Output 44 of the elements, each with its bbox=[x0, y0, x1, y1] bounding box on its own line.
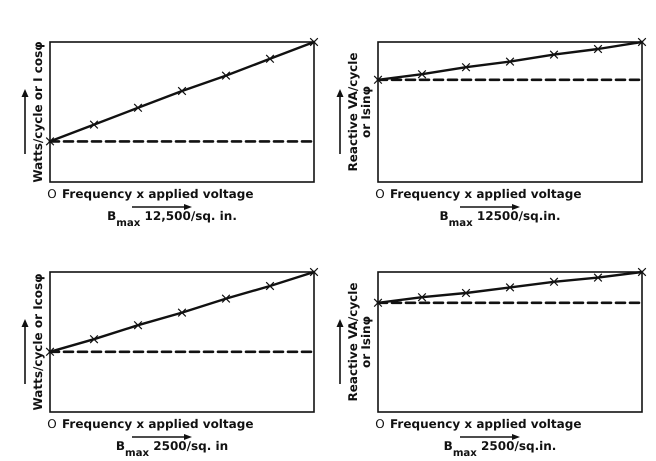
text: O bbox=[375, 187, 385, 201]
point bbox=[638, 38, 646, 46]
text: B$_{max}$ 12500/sq.in. bbox=[439, 209, 561, 228]
point bbox=[90, 334, 98, 344]
x-axis-title: Frequency x applied voltage bbox=[390, 187, 582, 201]
point bbox=[374, 75, 382, 84]
text: O bbox=[375, 417, 385, 431]
x-axis-title: Frequency x applied voltage bbox=[390, 417, 582, 431]
point bbox=[462, 62, 470, 72]
y-axis-title: Watts/cycle or Icosφ bbox=[31, 273, 45, 411]
point bbox=[310, 38, 318, 46]
point bbox=[266, 282, 274, 290]
text: B$_{max}$ 2500/sq. in bbox=[116, 439, 228, 458]
point bbox=[134, 320, 142, 330]
point bbox=[222, 71, 230, 80]
text: B$_{max}$ 2500/sq.in. bbox=[444, 439, 556, 458]
point bbox=[462, 288, 470, 298]
point bbox=[418, 292, 426, 302]
point bbox=[638, 268, 646, 276]
y-axis-title: Reactive VA/cycle or Isinφ bbox=[346, 52, 373, 172]
text: O bbox=[47, 417, 57, 431]
point bbox=[374, 298, 382, 308]
point bbox=[134, 103, 142, 112]
point bbox=[506, 57, 514, 66]
point bbox=[46, 136, 54, 146]
point bbox=[178, 308, 186, 318]
point bbox=[310, 268, 318, 276]
point bbox=[594, 273, 602, 282]
point bbox=[418, 70, 426, 79]
text: O bbox=[47, 187, 57, 201]
text: B$_{max}$ 12,500/sq. in. bbox=[107, 209, 237, 228]
x-axis-title: Frequency x applied voltage bbox=[62, 417, 254, 431]
point bbox=[594, 44, 602, 54]
point bbox=[550, 50, 558, 60]
y-axis-title: Watts/cycle or I cosφ bbox=[31, 41, 45, 183]
point bbox=[266, 54, 274, 64]
point bbox=[178, 86, 186, 96]
point bbox=[222, 294, 230, 304]
y-axis-title: Reactive VA/cycle or Isinφ bbox=[346, 282, 373, 402]
point bbox=[550, 277, 558, 286]
point bbox=[90, 120, 98, 130]
point bbox=[506, 282, 514, 292]
x-axis-title: Frequency x applied voltage bbox=[62, 187, 254, 201]
point bbox=[46, 347, 54, 356]
